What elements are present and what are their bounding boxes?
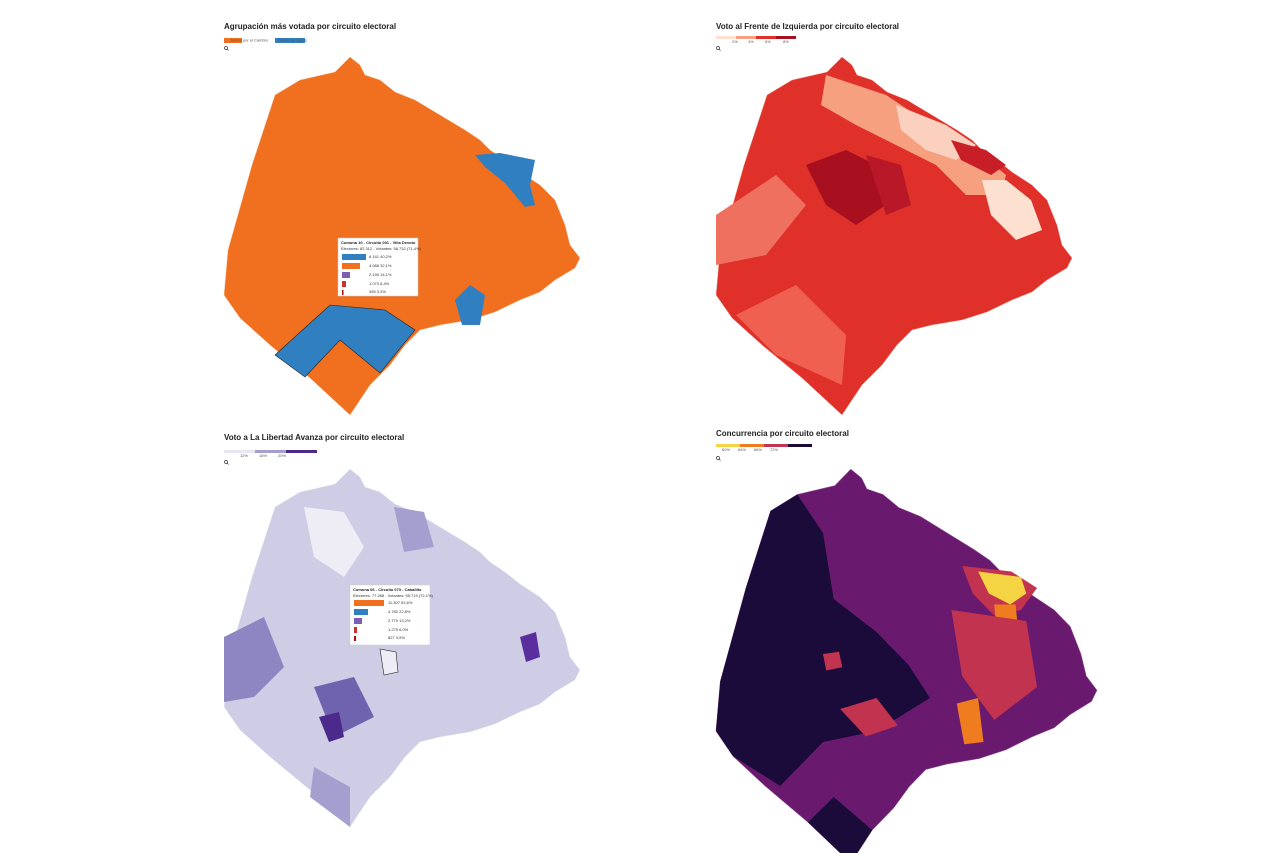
map xyxy=(223,56,581,416)
legend-label: Juntos por el Cambio xyxy=(230,38,269,43)
tooltip-row: 395 3,3% xyxy=(369,289,386,294)
legend-label: 2% xyxy=(732,39,738,44)
tooltip-row: 4.780 22,8% xyxy=(388,609,411,614)
panel-winner: Agrupación más votada por circuito elect… xyxy=(223,22,581,416)
map xyxy=(715,56,1073,416)
legend-label: 20% xyxy=(278,453,286,458)
panel-title: Agrupación más votada por circuito elect… xyxy=(224,22,396,31)
legend-label: 12% xyxy=(240,453,248,458)
tooltip-row: 6.141 40,2% xyxy=(369,254,392,259)
panel-title: Voto al Frente de Izquierda por circuito… xyxy=(716,22,899,31)
tooltip-heading: Comuna 10 - Circuito 001 - Villa Devoto xyxy=(341,240,416,245)
legend-swatch xyxy=(224,38,242,43)
panel-title: Concurrencia por circuito electoral xyxy=(716,429,849,438)
legend-label: 64% xyxy=(738,447,746,452)
map xyxy=(715,468,1098,853)
zoom-icon[interactable] xyxy=(716,456,721,461)
tooltip-row: 11.307 53,6% xyxy=(388,600,413,605)
legend-label: 72% xyxy=(770,447,778,452)
legend-label: 4% xyxy=(748,39,754,44)
panel-left-front: Voto al Frente de Izquierda por circuito… xyxy=(715,22,1073,416)
panel-libertad: Voto a La Libertad Avanza por circuito e… xyxy=(223,433,581,828)
legend-label: 8% xyxy=(783,39,789,44)
panel-title: Voto a La Libertad Avanza por circuito e… xyxy=(224,433,404,442)
tooltip-row: 2.190 14,1% xyxy=(369,272,392,277)
tooltip: Comuna 10 - Circuito 001 - Villa Devoto … xyxy=(337,237,421,297)
legend-label: 60% xyxy=(722,447,730,452)
tooltip-row: 2.770 13,2% xyxy=(388,618,411,623)
zoom-icon[interactable] xyxy=(224,46,229,51)
tooltip-row: 1.073 8,4% xyxy=(369,281,390,286)
tooltip-row: 4.088 32,1% xyxy=(369,263,392,268)
legend-label: Frente de Todos xyxy=(278,38,307,43)
legend-label: 68% xyxy=(754,447,762,452)
legend-label: 16% xyxy=(259,453,267,458)
tooltip-subheading: Electores: 82.312 - Votantes: 58.732 (71… xyxy=(341,246,421,251)
map xyxy=(223,468,581,828)
tooltip-heading: Comuna 06 - Circuito 073 - Caballito xyxy=(353,587,422,592)
panel-turnout: Concurrencia por circuito electoral 60% … xyxy=(715,429,1098,853)
tooltip-subheading: Electores: 77.288 - Votantes: 55.719 (72… xyxy=(353,593,433,598)
tooltip-row: 827 3,9% xyxy=(388,635,405,640)
legend-label: 6% xyxy=(765,39,771,44)
zoom-icon[interactable] xyxy=(224,460,229,465)
tooltip-row: 1.275 6,0% xyxy=(388,627,409,632)
zoom-icon[interactable] xyxy=(716,46,721,51)
legend-swatch xyxy=(275,38,305,43)
tooltip: Comuna 06 - Circuito 073 - Caballito Ele… xyxy=(349,584,433,646)
